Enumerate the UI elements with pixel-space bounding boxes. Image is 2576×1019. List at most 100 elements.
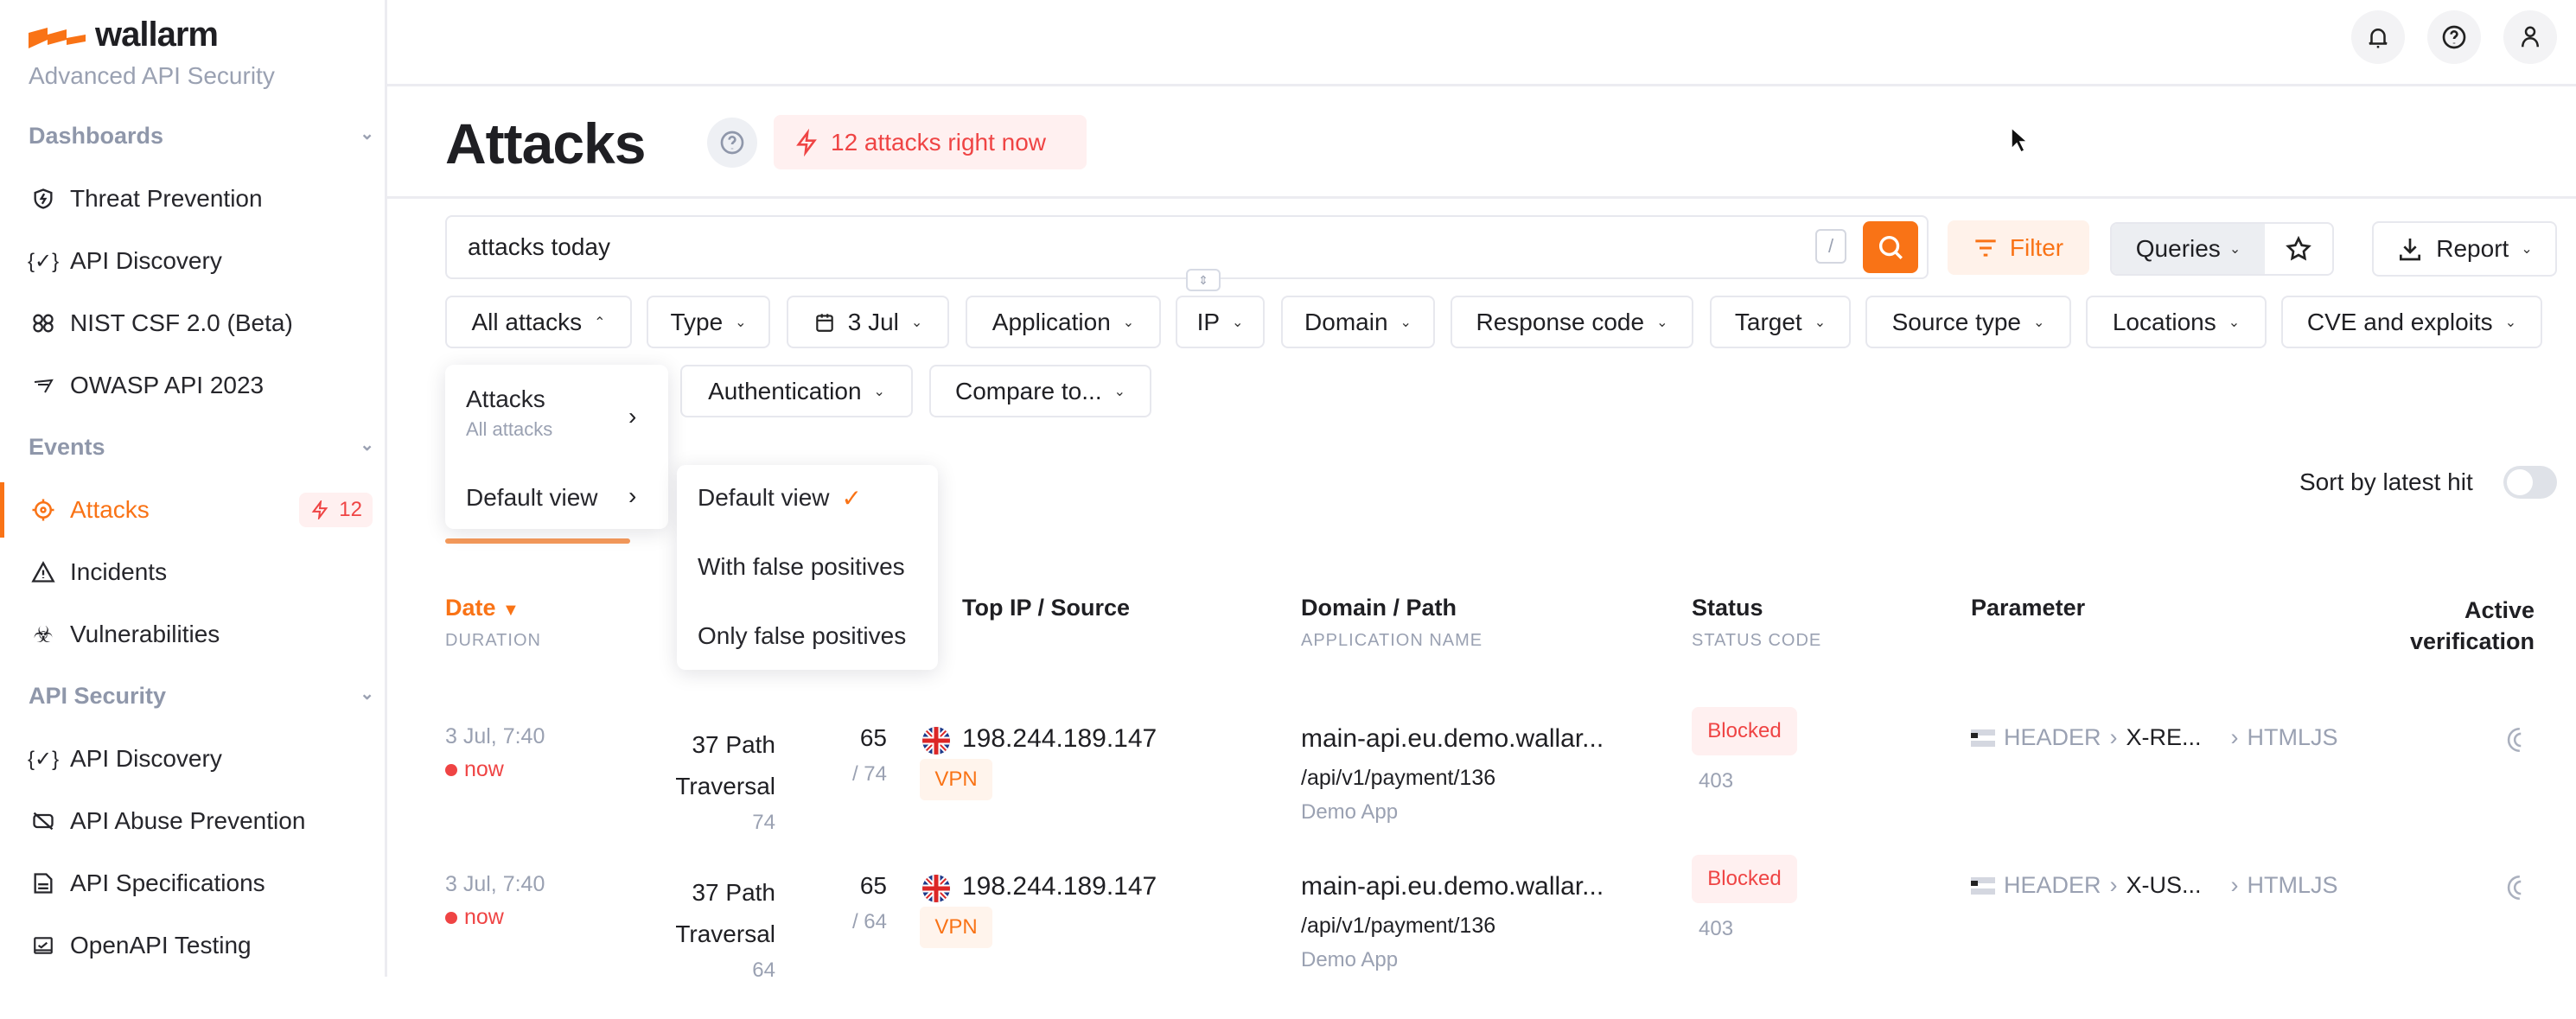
sidebar-item-api-discovery-2[interactable]: {✓} API Discovery	[0, 731, 385, 787]
filter-button[interactable]: Filter	[1948, 220, 2089, 275]
param-name: X-RE...	[2126, 724, 2202, 750]
page-help-button[interactable]	[707, 118, 757, 168]
chevron-down-icon: ⌄	[2228, 315, 2241, 330]
column-domain[interactable]: Domain / Path	[1301, 595, 1457, 621]
section-events[interactable]: Events ⌄	[29, 434, 374, 461]
submenu-item-with-false-positives[interactable]: With false positives	[698, 553, 905, 580]
notifications-button[interactable]	[2351, 10, 2405, 64]
brand-subtitle: Advanced API Security	[29, 62, 275, 89]
sidebar-item-label: NIST CSF 2.0 (Beta)	[70, 309, 293, 336]
type-count: 64	[752, 958, 775, 982]
column-parameter[interactable]: Parameter	[1971, 595, 2086, 621]
sidebar-item-incidents[interactable]: Incidents	[0, 545, 385, 600]
collapse-filters-toggle[interactable]: ⇕	[1186, 269, 1221, 291]
filter-application[interactable]: Application ⌄	[966, 296, 1161, 348]
section-api-security[interactable]: API Security ⌄	[29, 683, 374, 710]
filter-all-attacks[interactable]: All attacks ⌃	[445, 296, 632, 348]
submenu-item-only-false-positives[interactable]: Only false positives	[698, 622, 907, 649]
filter-authentication[interactable]: Authentication ⌄	[680, 365, 913, 417]
filter-domain[interactable]: Domain ⌄	[1281, 296, 1435, 348]
row-ip[interactable]: 198.244.189.147	[962, 724, 1157, 753]
duration-text: now	[464, 757, 504, 781]
row-app: Demo App	[1301, 800, 1399, 824]
sidebar-item-api-specifications[interactable]: API Specifications	[0, 856, 385, 911]
column-active-verification[interactable]: Active verification	[2410, 595, 2535, 657]
type-line: 37 Path	[692, 731, 775, 758]
row-domain[interactable]: main-api.eu.demo.wallar...	[1301, 872, 1604, 901]
submenu-item-default-view[interactable]: Default view ✓	[698, 484, 862, 513]
row-parameter[interactable]: HEADER › X-RE... › HTMLJS	[1971, 724, 2338, 751]
sidebar-item-api-abuse-prevention[interactable]: API Abuse Prevention	[0, 793, 385, 849]
param-location: HEADER	[2004, 872, 2101, 898]
row-domain[interactable]: main-api.eu.demo.wallar...	[1301, 724, 1604, 753]
live-dot	[445, 912, 457, 924]
profile-button[interactable]	[2503, 10, 2557, 64]
sidebar-item-nist[interactable]: NIST CSF 2.0 (Beta)	[0, 296, 385, 351]
source-tag: VPN	[920, 907, 992, 948]
table-row[interactable]: 3 Jul, 7:40 now 37 Path Traversal 74 65 / …	[0, 707, 2576, 871]
header-flag-icon	[1971, 729, 1995, 747]
filter-response-code[interactable]: Response code ⌄	[1451, 296, 1693, 348]
section-dashboards[interactable]: Dashboards ⌄	[29, 123, 374, 150]
live-attacks-badge[interactable]: 12 attacks right now	[774, 115, 1087, 169]
menu-item-default-view[interactable]: Default view	[466, 484, 598, 511]
page-title: Attacks	[445, 111, 646, 175]
chevron-down-icon: ⌄	[1814, 315, 1827, 330]
sort-label: Sort by latest hit	[2299, 468, 2473, 495]
column-label: verification	[2409, 628, 2535, 654]
column-date[interactable]: Date ▼	[445, 595, 520, 621]
chevron-down-icon: ⌄	[360, 685, 374, 704]
sidebar-item-label: API Discovery	[70, 745, 222, 772]
chevron-right-icon: ›	[2230, 872, 2239, 898]
filter-target[interactable]: Target ⌄	[1710, 296, 1851, 348]
duration-text: now	[464, 905, 504, 929]
help-button[interactable]	[2427, 10, 2481, 64]
filter-locations[interactable]: Locations ⌄	[2086, 296, 2267, 348]
filter-compare-to[interactable]: Compare to... ⌄	[929, 365, 1151, 417]
sidebar-item-label: API Abuse Prevention	[70, 807, 306, 834]
sidebar-item-attacks[interactable]: Attacks 12	[0, 482, 385, 538]
queries-group: Queries ⌄	[2110, 222, 2334, 276]
filter-cve-exploits[interactable]: CVE and exploits ⌄	[2281, 296, 2542, 348]
verification-status-icon[interactable]	[2503, 872, 2532, 903]
chevron-down-icon: ⌄	[1400, 315, 1412, 330]
queries-dropdown[interactable]: Queries ⌄	[2112, 224, 2265, 274]
chevron-right-icon: ›	[628, 403, 637, 430]
wallarm-logo-icon[interactable]	[29, 22, 86, 54]
filter-source-type[interactable]: Source type ⌄	[1865, 296, 2071, 348]
filter-label: Locations	[2112, 308, 2216, 335]
row-parameter[interactable]: HEADER › X-US... › HTMLJS	[1971, 872, 2338, 899]
sidebar-item-threat-prevention[interactable]: Threat Prevention	[0, 171, 385, 226]
column-source[interactable]: Top IP / Source	[962, 595, 1131, 621]
shield-bolt-icon	[29, 184, 58, 213]
attacks-count-badge: 12	[299, 493, 373, 527]
table-row[interactable]: 3 Jul, 7:40 now 37 Path Traversal 64 65 / …	[0, 855, 2576, 1019]
sidebar-item-openapi-testing[interactable]: OpenAPI Testing	[0, 918, 385, 973]
sidebar-item-vulnerabilities[interactable]: ☣ Vulnerabilities	[0, 607, 385, 662]
sort-desc-icon: ▼	[502, 601, 520, 620]
menu-item-label: Attacks	[466, 385, 545, 412]
chevron-down-icon: ⌄	[1113, 384, 1126, 399]
filter-label: Filter	[2009, 233, 2064, 261]
verification-status-icon[interactable]	[2503, 724, 2532, 755]
chevron-down-icon: ⌄	[873, 384, 885, 399]
favorite-query-button[interactable]	[2265, 224, 2332, 274]
chevron-right-icon: ›	[2109, 872, 2118, 898]
chevron-right-icon: ›	[2230, 724, 2239, 750]
biohazard-icon: ☣	[33, 621, 54, 647]
sort-latest-toggle[interactable]	[2503, 466, 2557, 499]
row-ip[interactable]: 198.244.189.147	[962, 872, 1157, 901]
sidebar-item-api-discovery[interactable]: {✓} API Discovery	[0, 233, 385, 289]
column-application: APPLICATION NAME	[1301, 631, 1483, 650]
type-count: 74	[752, 811, 775, 834]
report-button[interactable]: Report ⌄	[2372, 221, 2557, 277]
column-status[interactable]: Status	[1692, 595, 1763, 621]
search-button[interactable]	[1863, 221, 1918, 273]
filter-ip[interactable]: IP ⌄	[1176, 296, 1265, 348]
filter-date[interactable]: 3 Jul ⌄	[787, 296, 949, 348]
menu-item-sub: All attacks	[466, 418, 553, 440]
filter-type[interactable]: Type ⌄	[647, 296, 770, 348]
menu-item-attacks[interactable]: Attacks All attacks	[466, 385, 552, 441]
column-label: Active	[2464, 597, 2535, 623]
sidebar-item-owasp[interactable]: OWASP API 2023	[0, 358, 385, 413]
